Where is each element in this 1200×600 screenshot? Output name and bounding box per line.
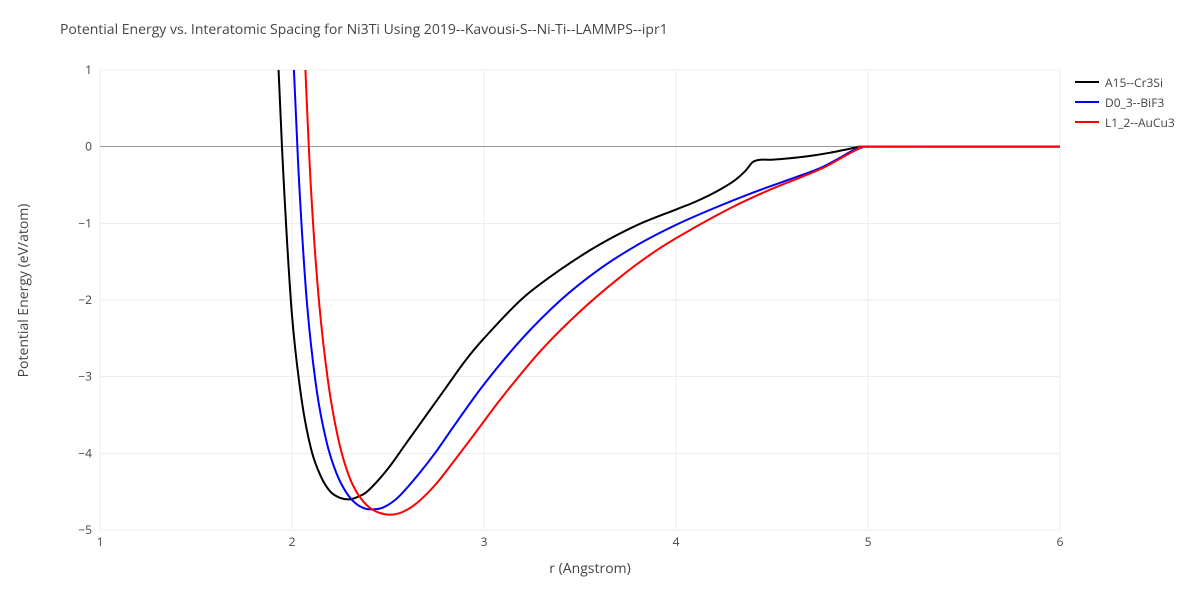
chart-container: Potential Energy vs. Interatomic Spacing… <box>0 0 1200 600</box>
legend-label: D0_3--BiF3 <box>1105 94 1164 111</box>
legend-label: L1_2--AuCu3 <box>1105 114 1175 131</box>
svg-text:6: 6 <box>1057 533 1064 550</box>
svg-text:−3: −3 <box>78 368 92 385</box>
svg-text:5: 5 <box>865 533 872 550</box>
svg-text:3: 3 <box>481 533 488 550</box>
series-line[interactable] <box>273 0 1060 499</box>
chart-svg: 1 2 3 4 5 6 −5 −4 −3 −2 −1 0 1 <box>0 0 1200 600</box>
legend-swatch <box>1075 121 1099 123</box>
svg-text:4: 4 <box>673 533 680 550</box>
legend-swatch <box>1075 101 1099 103</box>
legend[interactable]: A15--Cr3Si D0_3--BiF3 L1_2--AuCu3 <box>1075 72 1175 132</box>
svg-text:2: 2 <box>289 533 296 550</box>
svg-text:−1: −1 <box>78 214 92 231</box>
legend-swatch <box>1075 81 1099 83</box>
legend-label: A15--Cr3Si <box>1105 74 1163 91</box>
svg-text:−5: −5 <box>78 521 92 538</box>
series-line[interactable] <box>288 0 1060 509</box>
svg-text:−2: −2 <box>78 291 92 308</box>
legend-item[interactable]: L1_2--AuCu3 <box>1075 112 1175 132</box>
svg-text:−4: −4 <box>78 444 92 461</box>
svg-text:1: 1 <box>97 533 104 550</box>
svg-text:1: 1 <box>85 61 92 78</box>
legend-item[interactable]: D0_3--BiF3 <box>1075 92 1175 112</box>
series-line[interactable] <box>300 0 1060 515</box>
legend-item[interactable]: A15--Cr3Si <box>1075 72 1175 92</box>
svg-text:0: 0 <box>85 138 92 155</box>
